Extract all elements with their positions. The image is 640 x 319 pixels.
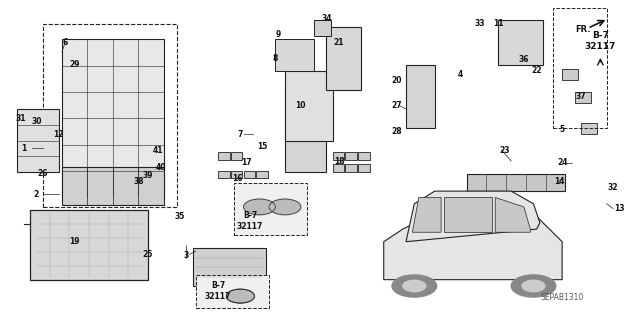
Text: 16: 16 (232, 174, 243, 183)
FancyBboxPatch shape (333, 152, 344, 160)
Text: 18: 18 (334, 157, 344, 166)
FancyBboxPatch shape (196, 275, 269, 308)
Text: 27: 27 (391, 101, 402, 110)
FancyBboxPatch shape (193, 248, 266, 286)
Text: 14: 14 (554, 177, 564, 186)
Text: 9: 9 (276, 30, 281, 39)
Text: 35: 35 (175, 212, 185, 221)
Text: B-7
32117: B-7 32117 (237, 211, 263, 231)
Circle shape (522, 280, 545, 292)
FancyBboxPatch shape (467, 174, 565, 191)
FancyBboxPatch shape (346, 164, 357, 172)
Polygon shape (412, 197, 441, 232)
Text: 36: 36 (518, 56, 529, 64)
Text: 33: 33 (474, 19, 484, 28)
Text: 41: 41 (152, 145, 163, 154)
FancyBboxPatch shape (333, 164, 344, 172)
FancyBboxPatch shape (285, 71, 333, 141)
FancyBboxPatch shape (231, 152, 243, 160)
Text: 19: 19 (69, 237, 80, 246)
Text: 6: 6 (63, 38, 68, 47)
FancyBboxPatch shape (234, 183, 307, 235)
FancyBboxPatch shape (406, 65, 435, 128)
Text: 37: 37 (576, 92, 587, 101)
FancyBboxPatch shape (30, 210, 148, 280)
FancyBboxPatch shape (275, 39, 314, 71)
Text: 5: 5 (559, 125, 564, 134)
Polygon shape (444, 197, 492, 232)
Text: 11: 11 (493, 19, 504, 28)
FancyBboxPatch shape (256, 171, 268, 178)
Text: 21: 21 (334, 38, 344, 47)
Circle shape (244, 199, 275, 215)
Text: 31: 31 (15, 114, 26, 123)
Text: 28: 28 (391, 127, 402, 136)
Text: 15: 15 (257, 142, 268, 151)
Text: SEPAB1310: SEPAB1310 (541, 293, 584, 301)
FancyBboxPatch shape (499, 20, 543, 65)
Circle shape (227, 289, 254, 303)
FancyBboxPatch shape (562, 69, 578, 80)
Text: 7: 7 (237, 130, 243, 139)
FancyBboxPatch shape (326, 27, 362, 90)
Text: 3: 3 (184, 251, 189, 260)
Text: 1: 1 (21, 144, 26, 153)
FancyBboxPatch shape (17, 109, 59, 172)
Text: 39: 39 (143, 171, 153, 180)
Text: 29: 29 (69, 60, 80, 69)
Text: 34: 34 (321, 14, 332, 23)
Text: 10: 10 (296, 101, 306, 110)
Text: 32: 32 (608, 183, 618, 192)
Text: B-7
32117: B-7 32117 (205, 281, 231, 301)
Text: 25: 25 (143, 250, 153, 259)
FancyBboxPatch shape (358, 164, 370, 172)
FancyBboxPatch shape (575, 92, 591, 103)
Text: 23: 23 (500, 145, 510, 154)
Circle shape (392, 275, 436, 297)
FancyBboxPatch shape (218, 152, 230, 160)
FancyBboxPatch shape (314, 20, 332, 36)
FancyBboxPatch shape (285, 90, 326, 172)
Text: 13: 13 (614, 204, 625, 213)
Text: 4: 4 (458, 70, 463, 78)
Text: 30: 30 (31, 117, 42, 126)
Text: 26: 26 (38, 169, 48, 178)
FancyBboxPatch shape (346, 152, 357, 160)
Polygon shape (406, 191, 540, 242)
Text: FR.: FR. (575, 25, 590, 34)
Text: B-7
32117: B-7 32117 (585, 31, 616, 51)
FancyBboxPatch shape (358, 152, 370, 160)
Circle shape (269, 199, 301, 215)
Text: 8: 8 (273, 54, 278, 63)
Circle shape (511, 275, 556, 297)
Circle shape (403, 280, 426, 292)
Text: 24: 24 (557, 158, 568, 167)
Text: 38: 38 (133, 177, 144, 186)
Polygon shape (495, 197, 531, 232)
FancyBboxPatch shape (231, 171, 243, 178)
Text: 22: 22 (531, 66, 542, 76)
FancyBboxPatch shape (62, 167, 164, 205)
Text: 17: 17 (241, 158, 252, 167)
FancyBboxPatch shape (218, 171, 230, 178)
Text: 2: 2 (34, 190, 39, 199)
FancyBboxPatch shape (581, 123, 597, 134)
FancyBboxPatch shape (244, 171, 255, 178)
Circle shape (227, 289, 254, 303)
FancyBboxPatch shape (62, 39, 164, 197)
Text: 20: 20 (391, 76, 402, 85)
Polygon shape (384, 210, 562, 280)
Text: 40: 40 (156, 163, 166, 172)
Text: 12: 12 (54, 130, 64, 139)
